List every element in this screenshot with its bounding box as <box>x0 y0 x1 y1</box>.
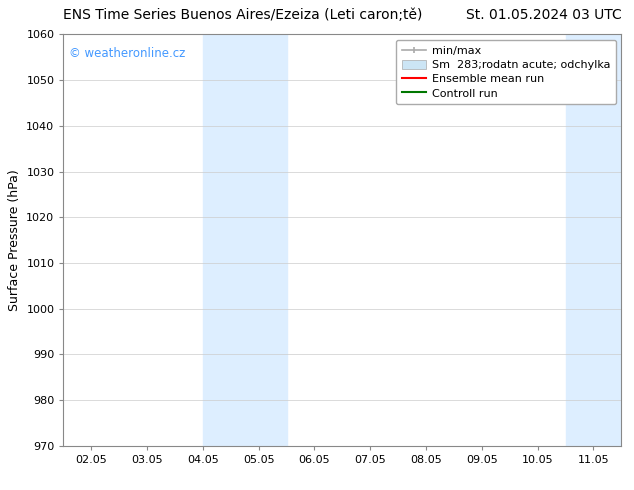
Bar <box>203 34 287 446</box>
Bar <box>566 34 621 446</box>
Legend: min/max, Sm  283;rodatn acute; odchylka, Ensemble mean run, Controll run: min/max, Sm 283;rodatn acute; odchylka, … <box>396 40 616 104</box>
Text: ENS Time Series Buenos Aires/Ezeiza (Leti caron;tě): ENS Time Series Buenos Aires/Ezeiza (Let… <box>63 8 423 22</box>
Text: St. 01.05.2024 03 UTC: St. 01.05.2024 03 UTC <box>465 8 621 22</box>
Y-axis label: Surface Pressure (hPa): Surface Pressure (hPa) <box>8 169 21 311</box>
Text: © weatheronline.cz: © weatheronline.cz <box>69 47 185 60</box>
